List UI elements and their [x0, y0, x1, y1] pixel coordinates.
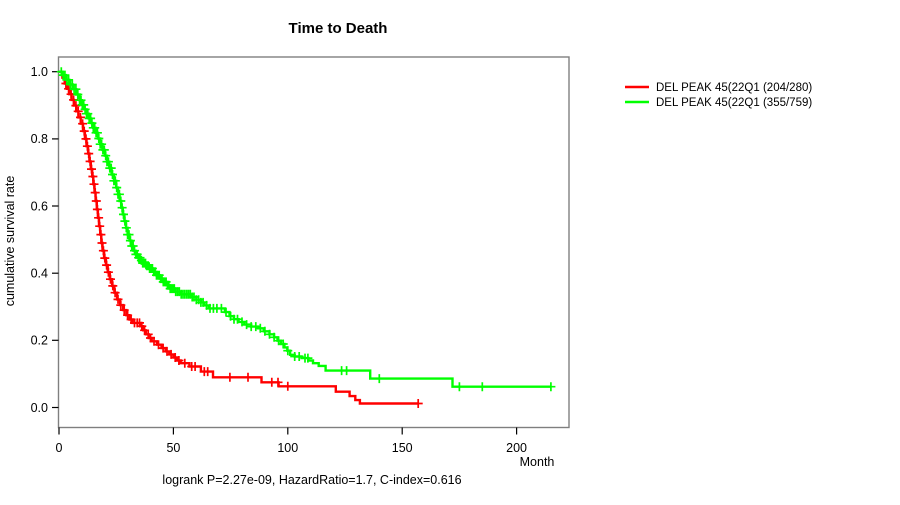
curves-layer [56, 67, 556, 408]
x-tick-label: 100 [277, 441, 298, 455]
legend: DEL PEAK 45(22Q1 (204/280) DEL PEAK 45(2… [625, 82, 812, 109]
plot-box [57, 56, 570, 429]
y-tick-label: 0.6 [31, 199, 48, 213]
legend-label-green: DEL PEAK 45(22Q1 (355/759) [656, 97, 812, 109]
y-tick-label: 0.8 [31, 132, 48, 146]
x-tick-label: 150 [392, 441, 413, 455]
y-axis-label: cumulative survival rate [3, 176, 17, 307]
x-tick-label: 0 [56, 441, 63, 455]
survival-curve-0 [59, 70, 419, 405]
chart-title: Time to Death [289, 20, 388, 37]
stats-footnote: logrank P=2.27e-09, HazardRatio=1.7, C-i… [162, 473, 461, 487]
survival-curve-1 [59, 70, 551, 388]
y-tick-label: 0.4 [31, 267, 48, 281]
censor-marks-0 [61, 79, 423, 408]
x-tick-label: 50 [166, 441, 180, 455]
y-tick-label: 1.0 [31, 65, 48, 79]
y-axis: 0.0 0.2 0.4 0.6 0.8 1.0 [31, 65, 59, 415]
censor-marks-1 [56, 67, 556, 392]
legend-label-red: DEL PEAK 45(22Q1 (204/280) [656, 82, 812, 94]
y-tick-label: 0.2 [31, 334, 48, 348]
x-axis-label: Month [520, 455, 555, 469]
x-axis: 0 50 100 150 200 [56, 427, 527, 455]
x-tick-label: 200 [506, 441, 527, 455]
y-tick-label: 0.0 [31, 401, 48, 415]
